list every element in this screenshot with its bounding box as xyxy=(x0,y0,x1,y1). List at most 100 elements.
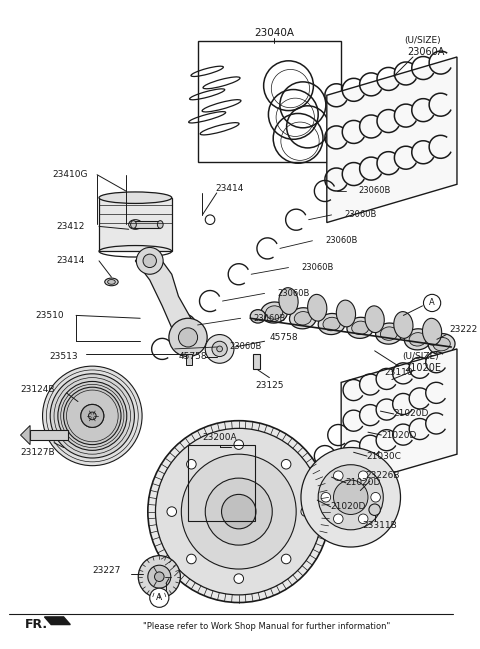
Text: 23414: 23414 xyxy=(215,184,243,193)
Bar xyxy=(99,198,172,251)
Text: 21020D: 21020D xyxy=(393,410,429,419)
Bar xyxy=(198,41,341,162)
Text: 23060B: 23060B xyxy=(344,210,376,219)
Circle shape xyxy=(234,574,243,583)
Circle shape xyxy=(169,318,207,356)
Ellipse shape xyxy=(132,221,139,227)
Circle shape xyxy=(81,404,104,428)
Bar xyxy=(188,445,255,521)
Text: 23060B: 23060B xyxy=(325,236,357,245)
Text: 23311B: 23311B xyxy=(362,521,397,530)
Circle shape xyxy=(167,507,177,517)
Polygon shape xyxy=(135,253,195,344)
Circle shape xyxy=(81,404,104,428)
Ellipse shape xyxy=(129,220,142,229)
Ellipse shape xyxy=(428,334,455,354)
Bar xyxy=(133,221,160,228)
Text: 23410G: 23410G xyxy=(52,170,88,179)
Text: 21030C: 21030C xyxy=(367,452,402,461)
Circle shape xyxy=(181,454,296,569)
Circle shape xyxy=(187,554,196,564)
Ellipse shape xyxy=(289,308,316,329)
Circle shape xyxy=(212,341,227,356)
Circle shape xyxy=(321,493,331,502)
Text: 23200A: 23200A xyxy=(202,434,237,443)
Text: 23227: 23227 xyxy=(93,567,121,576)
Ellipse shape xyxy=(347,317,374,338)
Text: 23412: 23412 xyxy=(56,222,84,231)
Text: 23110: 23110 xyxy=(384,369,413,377)
Ellipse shape xyxy=(318,313,345,335)
Text: 45758: 45758 xyxy=(179,352,207,361)
Ellipse shape xyxy=(99,192,172,203)
Bar xyxy=(253,354,260,369)
Ellipse shape xyxy=(433,337,450,351)
Circle shape xyxy=(148,421,330,602)
Ellipse shape xyxy=(157,221,163,228)
Ellipse shape xyxy=(323,317,340,331)
Circle shape xyxy=(205,215,215,225)
Text: 23127B: 23127B xyxy=(21,448,55,457)
Text: 23510: 23510 xyxy=(35,311,63,320)
Text: 23513: 23513 xyxy=(49,352,78,361)
Circle shape xyxy=(50,374,134,458)
Ellipse shape xyxy=(381,327,397,340)
Circle shape xyxy=(150,588,169,607)
Text: A: A xyxy=(429,299,435,308)
Text: 23124B: 23124B xyxy=(21,385,55,393)
Circle shape xyxy=(318,465,383,530)
Bar xyxy=(186,354,192,365)
Circle shape xyxy=(64,387,121,445)
Text: (U/SIZE): (U/SIZE) xyxy=(402,352,439,361)
Text: 21020E: 21020E xyxy=(404,363,441,373)
Circle shape xyxy=(187,459,196,469)
Text: 21020D: 21020D xyxy=(381,430,416,439)
Text: 21020D: 21020D xyxy=(346,478,381,487)
Circle shape xyxy=(234,440,243,449)
Ellipse shape xyxy=(365,306,384,332)
Ellipse shape xyxy=(265,306,283,319)
Circle shape xyxy=(334,471,343,480)
Ellipse shape xyxy=(279,288,298,314)
Ellipse shape xyxy=(308,295,327,321)
Circle shape xyxy=(301,507,311,517)
Circle shape xyxy=(359,514,368,524)
Text: 23060B: 23060B xyxy=(253,313,286,323)
Text: 23060B: 23060B xyxy=(277,289,310,298)
Ellipse shape xyxy=(108,280,115,284)
Bar xyxy=(30,430,68,440)
Text: (U/SIZE): (U/SIZE) xyxy=(404,36,441,45)
Ellipse shape xyxy=(336,300,356,327)
Text: "Please refer to Work Shop Manual for further information": "Please refer to Work Shop Manual for fu… xyxy=(143,622,390,631)
Polygon shape xyxy=(327,57,457,223)
Text: 23040A: 23040A xyxy=(254,28,294,38)
Ellipse shape xyxy=(131,221,136,228)
Circle shape xyxy=(301,448,400,547)
Circle shape xyxy=(281,459,291,469)
Ellipse shape xyxy=(250,310,265,323)
Text: FR.: FR. xyxy=(25,618,48,631)
Circle shape xyxy=(371,493,381,502)
Circle shape xyxy=(217,346,223,352)
Circle shape xyxy=(143,254,156,267)
Circle shape xyxy=(222,495,256,529)
Text: 23222: 23222 xyxy=(449,325,478,334)
Text: 21020D: 21020D xyxy=(330,502,366,511)
Circle shape xyxy=(136,247,163,275)
Text: 23060B: 23060B xyxy=(301,263,334,272)
Text: 23060B: 23060B xyxy=(229,343,262,352)
Text: 23414: 23414 xyxy=(56,256,84,265)
Ellipse shape xyxy=(422,318,442,345)
Text: 45758: 45758 xyxy=(269,333,298,342)
Circle shape xyxy=(58,382,127,450)
Polygon shape xyxy=(21,426,30,445)
Circle shape xyxy=(205,334,234,363)
Circle shape xyxy=(205,478,272,545)
Ellipse shape xyxy=(404,329,431,350)
Circle shape xyxy=(43,366,142,466)
Circle shape xyxy=(88,412,96,420)
Circle shape xyxy=(281,554,291,564)
Circle shape xyxy=(369,504,381,515)
Circle shape xyxy=(423,295,441,312)
Polygon shape xyxy=(45,617,70,624)
